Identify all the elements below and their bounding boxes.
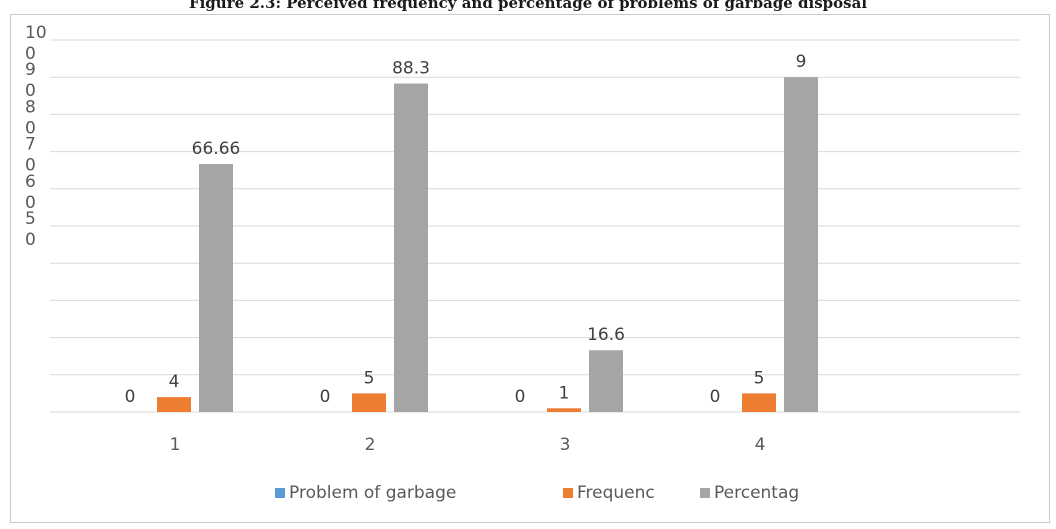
legend-swatch-percentage <box>700 488 710 498</box>
legend-item-percentage: Percentag <box>700 483 799 503</box>
figure-caption: Figure 2.3: Perceived frequency and perc… <box>188 0 868 12</box>
data-label: 4 <box>169 372 180 392</box>
chart-legend: Problem of garbage Frequenc Percentag <box>0 483 1056 507</box>
data-label: 16.6 <box>587 325 625 345</box>
x-tick-label: 3 <box>560 435 571 455</box>
y-tick-label-line: 5 <box>25 209 36 229</box>
y-tick-label-line: 6 <box>25 172 36 192</box>
bar-1 <box>157 397 191 412</box>
data-label: 88.3 <box>392 59 430 79</box>
bar-1 <box>547 408 581 412</box>
data-label: 0 <box>515 387 526 407</box>
legend-swatch-frequency <box>563 488 573 498</box>
legend-label-percentage: Percentag <box>714 483 800 503</box>
data-label: 5 <box>364 368 375 388</box>
y-tick-label-line: 0 <box>25 81 36 101</box>
data-label: 5 <box>754 368 765 388</box>
bar-2 <box>589 350 623 412</box>
y-tick-label-line: 7 <box>25 135 36 155</box>
y-tick-label-line: 8 <box>25 97 36 117</box>
legend-label-problem: Problem of garbage <box>289 483 457 503</box>
data-label: 0 <box>125 387 136 407</box>
y-tick-label-line: 0 <box>25 118 36 138</box>
legend-swatch-problem <box>275 488 285 498</box>
data-label: 66.66 <box>192 139 241 159</box>
y-tick-label-line: 9 <box>25 60 36 80</box>
x-tick-label: 2 <box>365 435 376 455</box>
bar-2 <box>394 83 428 413</box>
chart-area <box>10 14 1050 523</box>
bar-2 <box>784 77 818 412</box>
bar-1 <box>352 393 386 412</box>
y-tick-label: 10 0 <box>25 23 47 64</box>
bar-1 <box>742 393 776 412</box>
y-tick-label-line: 0 <box>25 230 36 250</box>
data-label: 0 <box>320 387 331 407</box>
data-label: 0 <box>710 387 721 407</box>
legend-label-frequency: Frequenc <box>577 483 655 503</box>
data-label: 1 <box>559 383 570 403</box>
legend-item-problem: Problem of garbage <box>275 483 456 503</box>
x-tick-label: 1 <box>170 435 181 455</box>
x-tick-label: 4 <box>755 435 766 455</box>
y-tick-label-line: 0 <box>25 44 36 64</box>
data-label: 9 <box>796 52 807 72</box>
y-tick-label-line: 10 <box>25 23 47 43</box>
y-tick-label-line: 0 <box>25 193 36 213</box>
legend-item-frequency: Frequenc <box>563 483 655 503</box>
bar-2 <box>199 164 233 412</box>
y-tick-label-line: 0 <box>25 156 36 176</box>
